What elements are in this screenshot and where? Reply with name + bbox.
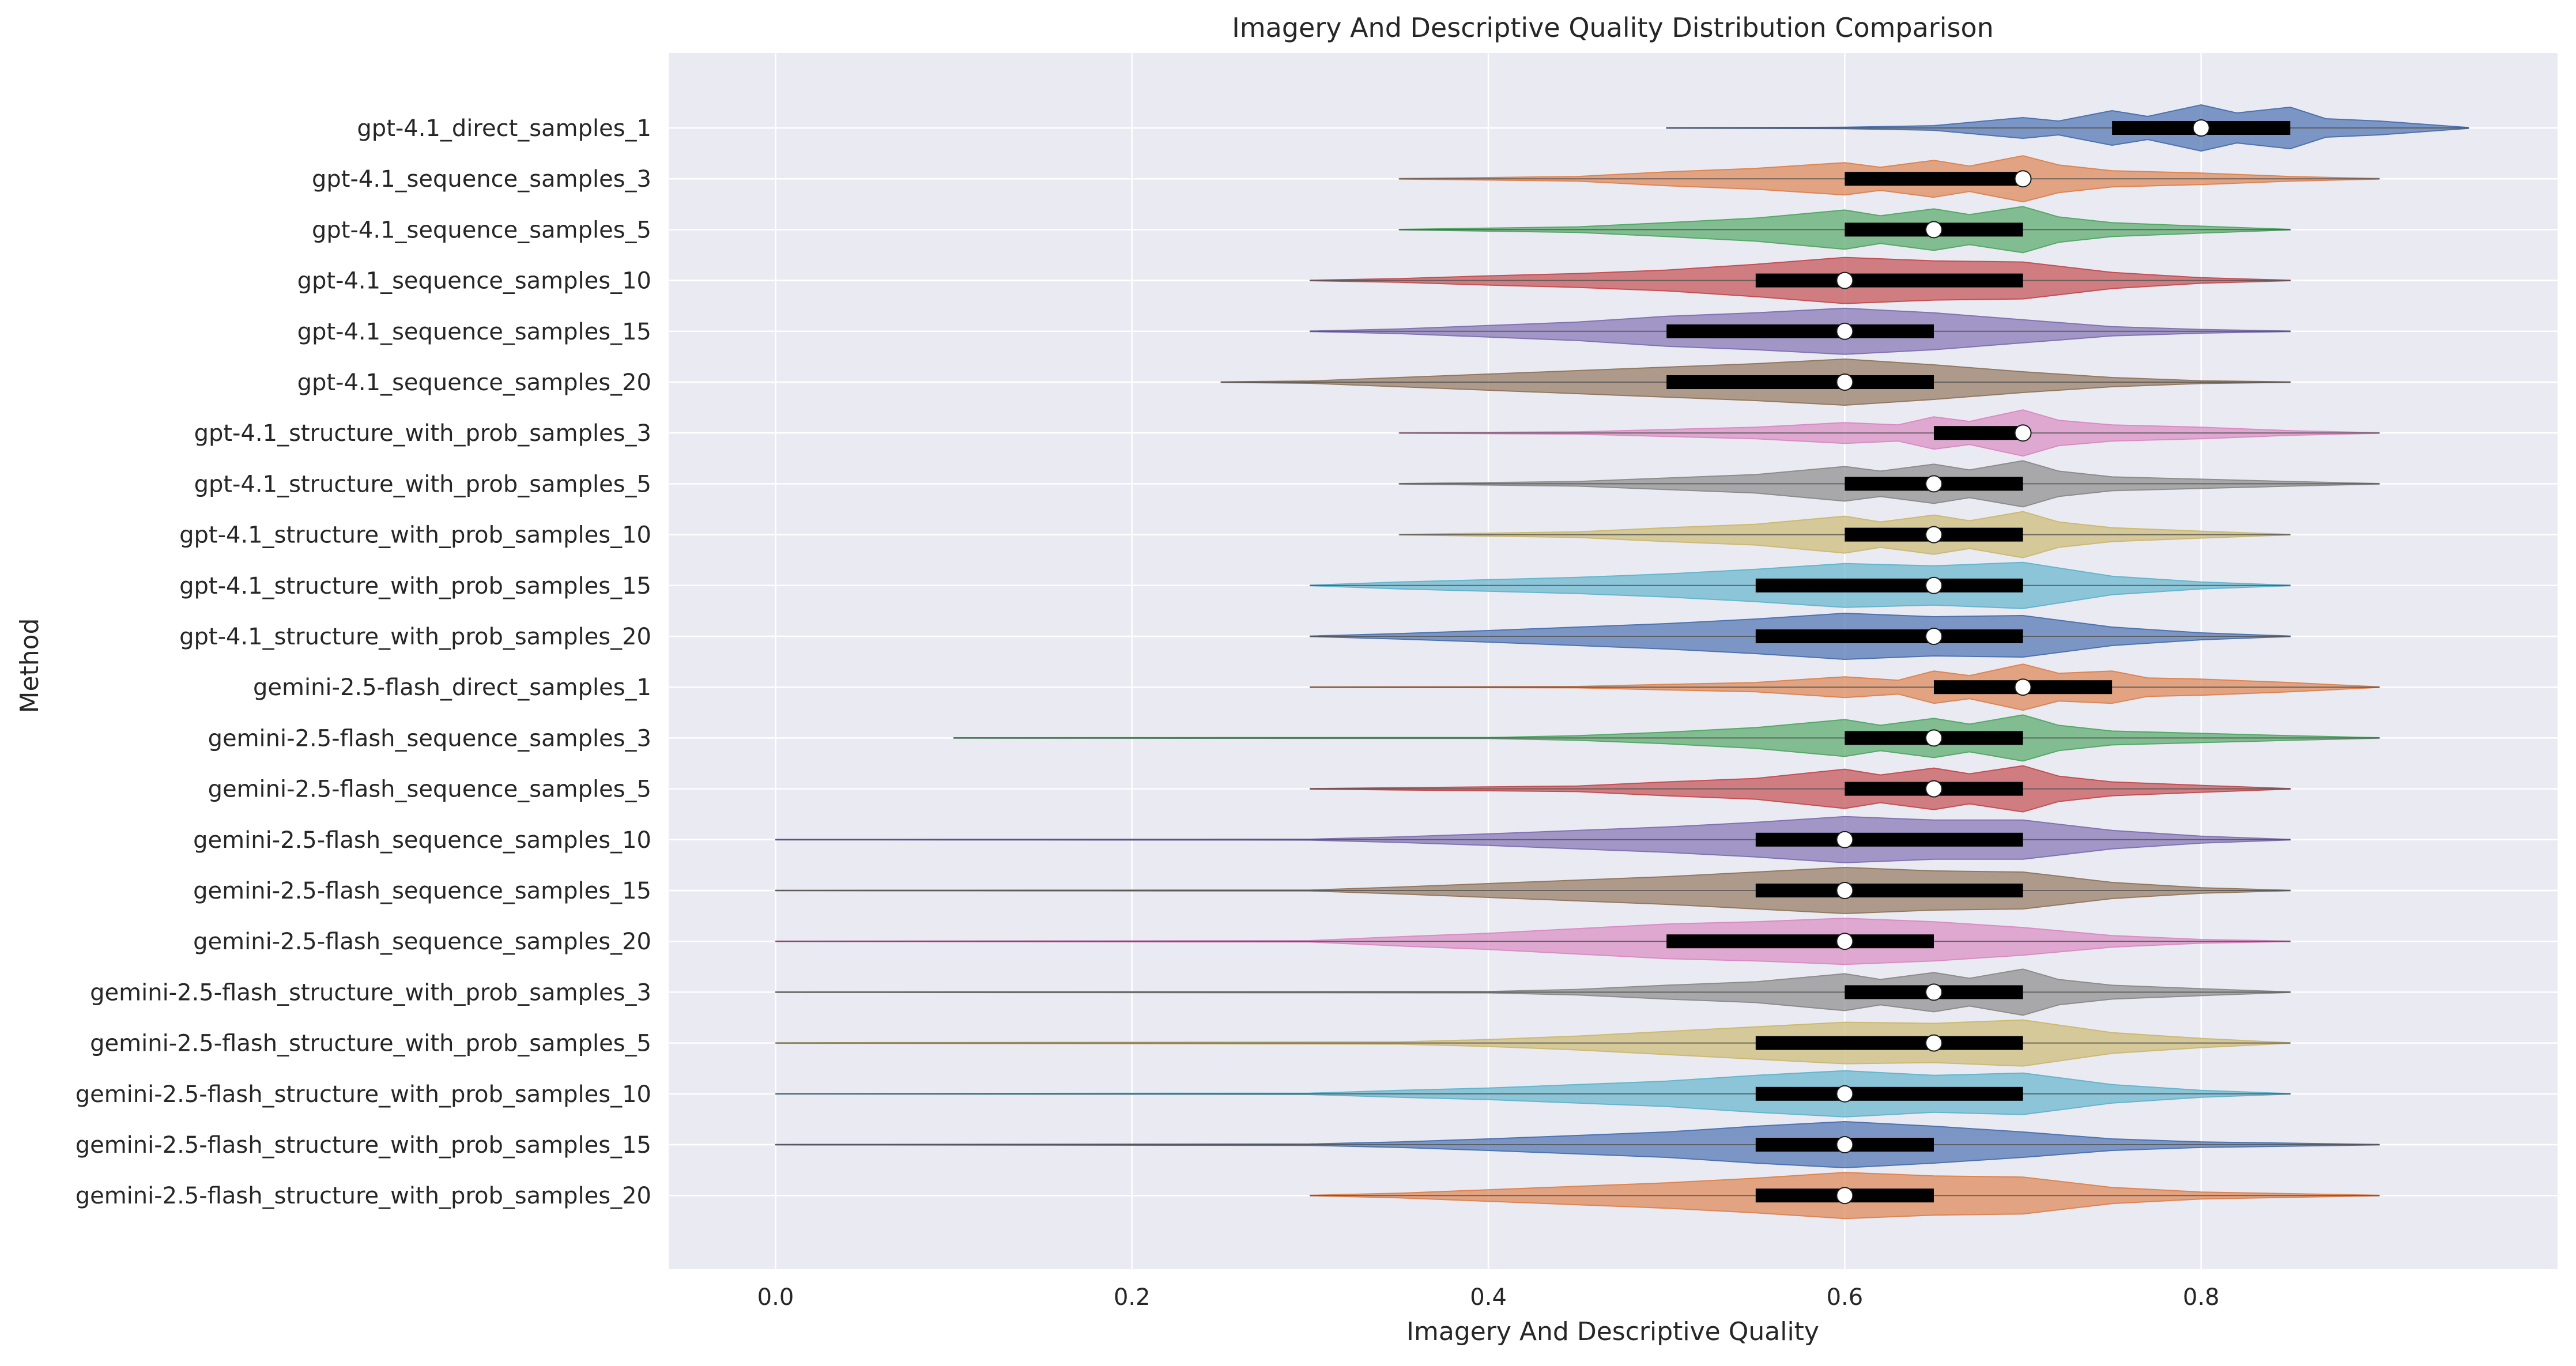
- iqr-box: [1755, 884, 2023, 897]
- y-tick-label: gemini-2.5-flash_sequence_samples_15: [193, 878, 651, 904]
- median-marker: [1925, 1034, 1943, 1052]
- median-marker: [2192, 119, 2210, 137]
- iqr-box: [1666, 324, 1934, 338]
- median-marker: [2014, 170, 2032, 188]
- y-tick-label: gemini-2.5-flash_structure_with_prob_sam…: [90, 1031, 651, 1057]
- y-tick-label: gemini-2.5-flash_structure_with_prob_sam…: [76, 1183, 651, 1209]
- iqr-box: [1666, 934, 1934, 949]
- median-marker: [1925, 576, 1943, 594]
- y-tick-label: gemini-2.5-flash_sequence_samples_5: [208, 776, 651, 803]
- y-tick-label: gpt-4.1_structure_with_prob_samples_5: [194, 471, 651, 497]
- y-tick-label: gemini-2.5-flash_structure_with_prob_sam…: [76, 1081, 651, 1108]
- y-tick-label: gpt-4.1_sequence_samples_3: [312, 166, 651, 193]
- median-marker: [1836, 1085, 1854, 1103]
- x-tick-label: 0.6: [1827, 1284, 1864, 1311]
- iqr-box: [1755, 578, 2023, 593]
- y-tick-label: gpt-4.1_structure_with_prob_samples_20: [179, 624, 651, 650]
- median-marker: [1836, 271, 1854, 289]
- y-tick-label: gpt-4.1_structure_with_prob_samples_15: [179, 573, 651, 599]
- median-marker: [1836, 1136, 1854, 1153]
- box-summaries: [775, 119, 2469, 1205]
- x-tick-label: 0.8: [2183, 1284, 2220, 1311]
- median-marker: [1925, 729, 1943, 747]
- y-tick-label: gemini-2.5-flash_structure_with_prob_sam…: [76, 1132, 651, 1159]
- iqr-box: [1755, 1036, 2023, 1050]
- plot-area: [669, 53, 2558, 1269]
- iqr-box: [1755, 1086, 2023, 1101]
- y-tick-label: gemini-2.5-flash_direct_samples_1: [253, 674, 651, 701]
- x-axis-label: Imagery And Descriptive Quality: [1406, 1317, 1819, 1346]
- median-marker: [1836, 322, 1854, 340]
- y-tick-label: gemini-2.5-flash_sequence_samples_3: [208, 725, 651, 752]
- y-tick-label: gpt-4.1_structure_with_prob_samples_3: [194, 420, 651, 447]
- y-axis-label: Method: [15, 618, 44, 713]
- x-tick-labels: 0.0 0.2 0.4 0.6 0.8: [757, 1284, 2220, 1311]
- iqr-box: [1755, 832, 2023, 847]
- median-marker: [1925, 526, 1943, 544]
- median-marker: [1836, 933, 1854, 950]
- median-marker: [1925, 475, 1943, 493]
- x-tick-label: 0.0: [757, 1284, 794, 1311]
- y-tick-label: gpt-4.1_structure_with_prob_samples_10: [179, 522, 651, 549]
- y-tick-labels: gpt-4.1_direct_samples_1 gpt-4.1_sequence…: [76, 115, 651, 1209]
- y-tick-label: gemini-2.5-flash_sequence_samples_10: [193, 827, 651, 854]
- y-tick-label: gpt-4.1_sequence_samples_10: [297, 268, 651, 295]
- y-tick-label: gemini-2.5-flash_sequence_samples_20: [193, 929, 651, 955]
- median-marker: [1836, 373, 1854, 391]
- y-tick-label: gpt-4.1_sequence_samples_5: [312, 217, 651, 243]
- chart-title: Imagery And Descriptive Quality Distribu…: [1232, 12, 1994, 43]
- median-marker: [1925, 628, 1943, 645]
- iqr-box: [1933, 426, 2023, 440]
- median-marker: [1836, 1187, 1854, 1205]
- iqr-box: [1755, 629, 2023, 643]
- median-marker: [2014, 678, 2032, 696]
- y-tick-label: gemini-2.5-flash_structure_with_prob_sam…: [90, 979, 651, 1006]
- x-tick-label: 0.4: [1470, 1284, 1507, 1311]
- x-tick-label: 0.2: [1114, 1284, 1151, 1311]
- iqr-box: [1666, 375, 1934, 389]
- y-tick-label: gpt-4.1_direct_samples_1: [357, 115, 651, 142]
- median-marker: [1836, 831, 1854, 848]
- iqr-box: [1845, 172, 2023, 186]
- median-marker: [1836, 882, 1854, 899]
- iqr-box: [1755, 273, 2023, 288]
- median-marker: [1925, 780, 1943, 798]
- y-tick-label: gpt-4.1_sequence_samples_20: [297, 369, 651, 396]
- median-marker: [1925, 983, 1943, 1001]
- y-tick-label: gpt-4.1_sequence_samples_15: [297, 319, 651, 345]
- median-marker: [1925, 221, 1943, 239]
- median-marker: [2014, 424, 2032, 442]
